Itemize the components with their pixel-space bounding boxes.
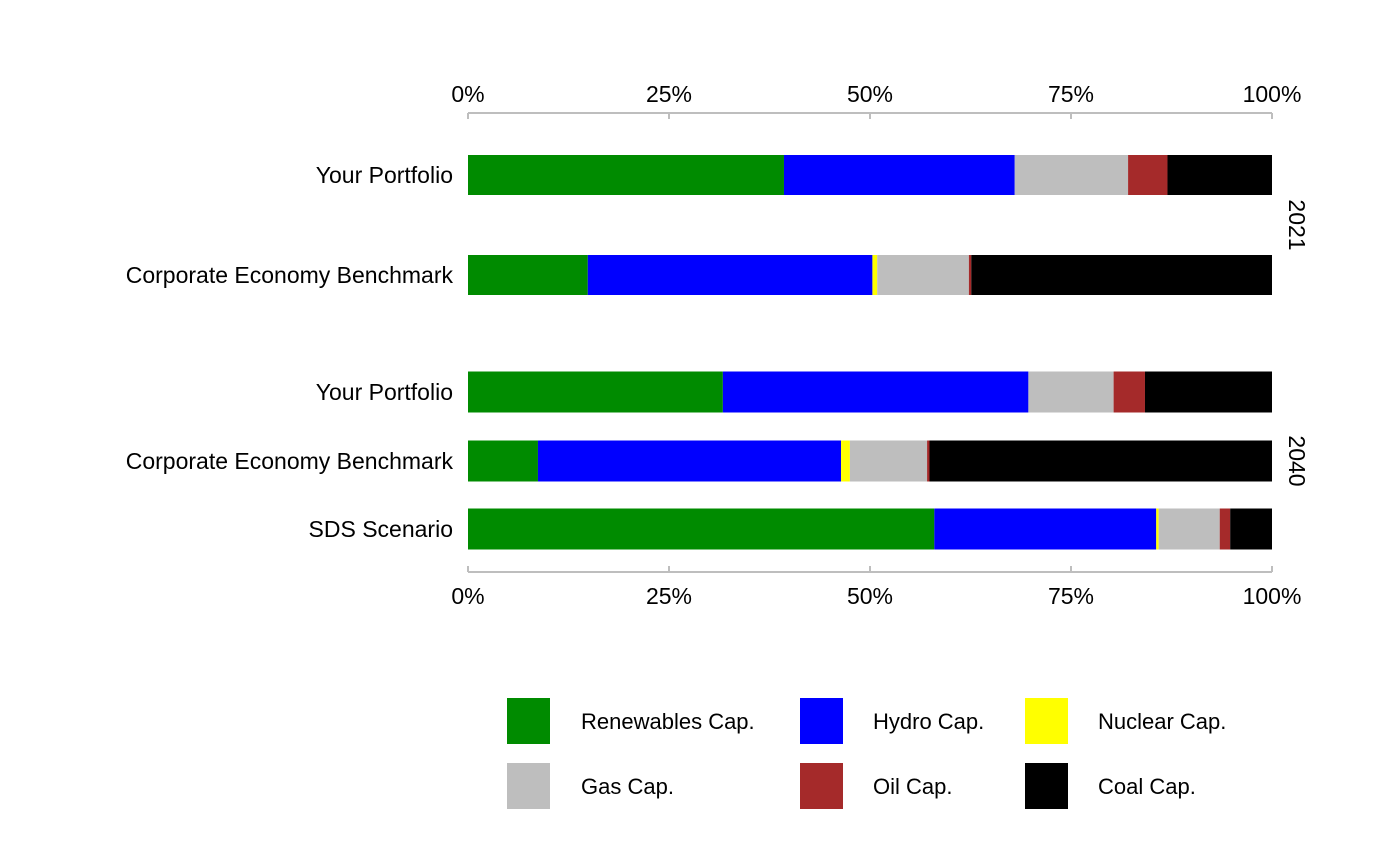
bar-segment-oil-cap: [1128, 155, 1168, 195]
bar-segment-gas-cap: [1014, 155, 1129, 195]
bar-segment-gas-cap: [877, 255, 969, 295]
bar-segment-coal-cap: [1167, 155, 1272, 195]
legend-label: Hydro Cap.: [873, 709, 984, 734]
top-axis-tick-label: 0%: [451, 81, 484, 107]
panel-2040: Your Portfolio Corporate Economy Benchmar…: [126, 371, 1310, 550]
bar-segment-coal-cap: [971, 255, 1272, 295]
bar-segment-coal-cap: [1144, 371, 1272, 413]
legend-swatch: [800, 698, 843, 744]
bar-segment-oil-cap: [1219, 508, 1231, 550]
legend-swatch: [507, 698, 550, 744]
bottom-axis: 0% 25% 50% 75% 100%: [451, 566, 1301, 609]
legend-swatch: [800, 763, 843, 809]
bar-segment-coal-cap: [1230, 508, 1272, 550]
bar-segment-oil-cap: [968, 255, 972, 295]
legend-swatch: [507, 763, 550, 809]
bar-segment-oil-cap: [1113, 371, 1145, 413]
legend-label: Gas Cap.: [581, 774, 674, 799]
legend-label: Nuclear Cap.: [1098, 709, 1226, 734]
top-axis-tick-label: 25%: [646, 81, 692, 107]
bar-segment-renewables-cap: [468, 255, 588, 295]
bar-segment-nuclear-cap: [872, 255, 878, 295]
bar-segment-renewables-cap: [468, 440, 538, 482]
bar-category-label: Corporate Economy Benchmark: [126, 448, 454, 474]
bottom-axis-tick-label: 100%: [1243, 583, 1302, 609]
top-axis-tick-label: 50%: [847, 81, 893, 107]
bar-category-label: Your Portfolio: [316, 162, 453, 188]
legend-item: Hydro Cap.: [800, 698, 984, 744]
bar-row: Your Portfolio: [316, 371, 1272, 413]
bottom-axis-tick-label: 0%: [451, 583, 484, 609]
bar-segment-hydro-cap: [783, 155, 1015, 195]
legend-label: Coal Cap.: [1098, 774, 1196, 799]
legend-item: Renewables Cap.: [507, 698, 755, 744]
legend-item: Gas Cap.: [507, 763, 674, 809]
top-axis: 0% 25% 50% 75% 100%: [451, 81, 1301, 119]
facet-label-2040: 2040: [1284, 435, 1310, 486]
bar-segment-hydro-cap: [722, 371, 1029, 413]
bar-category-label: Your Portfolio: [316, 379, 453, 405]
bottom-axis-tick-label: 25%: [646, 583, 692, 609]
bottom-axis-tick-label: 75%: [1048, 583, 1094, 609]
legend-item: Nuclear Cap.: [1025, 698, 1226, 744]
bar-segment-gas-cap: [1158, 508, 1220, 550]
bar-row: SDS Scenario: [309, 508, 1272, 550]
panel-2021: Your Portfolio Corporate Economy Benchmar…: [126, 155, 1310, 295]
legend-swatch: [1025, 698, 1068, 744]
bar-segment-oil-cap: [927, 440, 930, 482]
bar-segment-hydro-cap: [934, 508, 1157, 550]
legend: Renewables Cap. Hydro Cap. Nuclear Cap. Gas…: [507, 698, 1226, 809]
legend-item: Coal Cap.: [1025, 763, 1196, 809]
bar-row: Your Portfolio: [316, 155, 1272, 195]
bar-category-label: SDS Scenario: [309, 516, 453, 542]
bar-segment-nuclear-cap: [841, 440, 850, 482]
legend-item: Oil Cap.: [800, 763, 952, 809]
bar-row: Corporate Economy Benchmark: [126, 440, 1272, 482]
top-axis-tick-label: 75%: [1048, 81, 1094, 107]
bar-segment-hydro-cap: [587, 255, 873, 295]
bar-segment-renewables-cap: [468, 155, 784, 195]
facet-label-2021: 2021: [1284, 199, 1310, 250]
bar-row: Corporate Economy Benchmark: [126, 255, 1272, 295]
bottom-axis-tick-label: 50%: [847, 583, 893, 609]
bar-segment-hydro-cap: [537, 440, 842, 482]
bar-segment-renewables-cap: [468, 508, 935, 550]
bar-segment-renewables-cap: [468, 371, 723, 413]
bar-category-label: Corporate Economy Benchmark: [126, 262, 454, 288]
bar-segment-coal-cap: [929, 440, 1272, 482]
bar-segment-nuclear-cap: [1156, 508, 1159, 550]
legend-swatch: [1025, 763, 1068, 809]
top-axis-tick-label: 100%: [1243, 81, 1302, 107]
bar-segment-gas-cap: [1028, 371, 1114, 413]
chart-panels: Your Portfolio Corporate Economy Benchmar…: [126, 155, 1310, 550]
bar-segment-gas-cap: [849, 440, 928, 482]
legend-label: Oil Cap.: [873, 774, 952, 799]
legend-label: Renewables Cap.: [581, 709, 755, 734]
